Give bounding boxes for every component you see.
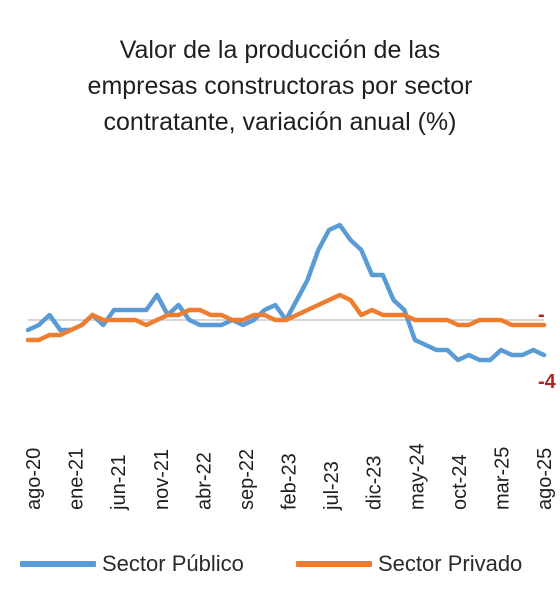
- x-tick-label: jul-23: [321, 461, 343, 511]
- x-tick-label: mar-25: [491, 447, 513, 510]
- legend-label-sector-privado: Sector Privado: [378, 551, 523, 576]
- x-tick-label: ago-25: [534, 448, 556, 510]
- x-tick-label: abr-22: [193, 452, 215, 510]
- x-tick-label: jun-21: [108, 454, 130, 511]
- legend-swatch-sector-privado: [296, 561, 372, 567]
- series-line-sector-publico: [25, 222, 547, 363]
- chart-title: Valor de la producción de las empresas c…: [0, 32, 560, 140]
- legend-swatch-sector-publico: [20, 561, 96, 567]
- series-line-sector-privado: [25, 292, 547, 343]
- x-tick-label: feb-23: [279, 453, 301, 510]
- legend-label-sector-publico: Sector Público: [102, 551, 244, 576]
- legend-item-sector-privado: Sector Privado: [296, 546, 522, 582]
- chart-title-line-1: Valor de la producción de las: [119, 36, 441, 64]
- chart-title-line-3: contratante, variación anual (%): [103, 108, 457, 136]
- x-tick-label: nov-21: [151, 449, 173, 510]
- legend-item-sector-publico: Sector Público: [20, 546, 244, 582]
- chart-title-line-2: empresas constructoras por sector: [87, 72, 473, 100]
- chart-legend: Sector Público Sector Privado: [0, 546, 560, 582]
- x-tick-label: dic-23: [364, 456, 386, 510]
- right-annotation-label: -4: [538, 371, 557, 393]
- x-tick-label: may-24: [406, 443, 428, 510]
- x-tick-label: ago-20: [23, 448, 45, 510]
- x-tick-label: sep-22: [236, 449, 258, 510]
- x-tick-label: oct-24: [449, 454, 471, 510]
- right-annotation-label: -: [538, 304, 545, 326]
- x-tick-label: ene-21: [66, 448, 88, 510]
